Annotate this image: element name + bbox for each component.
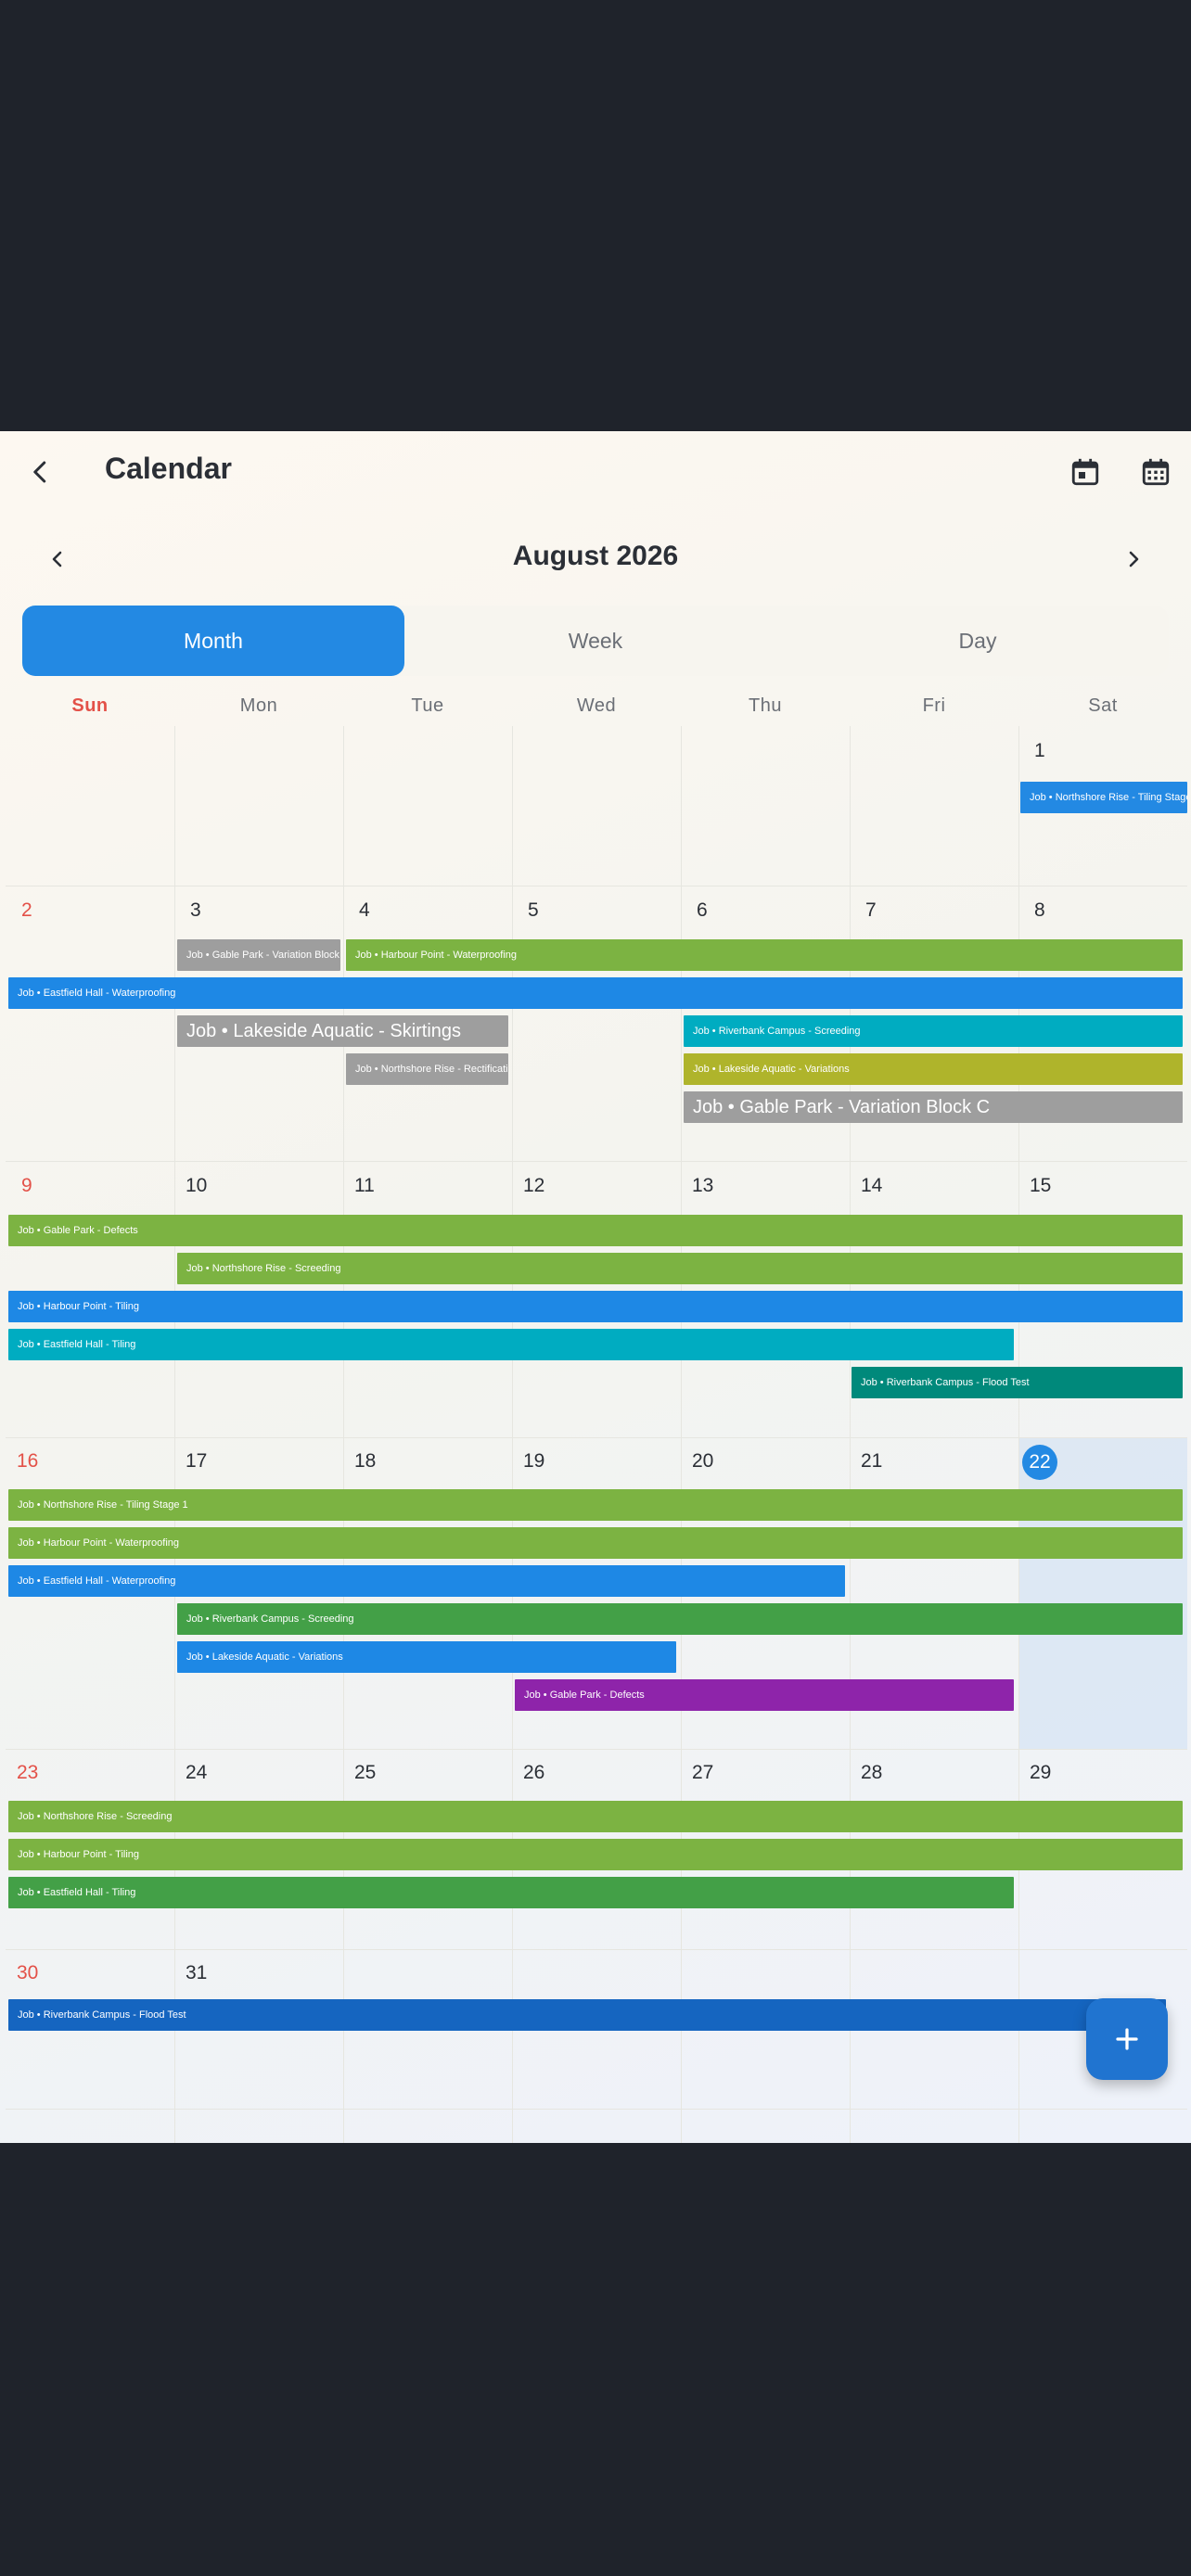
today-cell-highlight <box>1018 1437 1187 1749</box>
grid-line <box>174 726 175 2143</box>
event-bar[interactable]: Job • Eastfield Hall - Waterproofing <box>8 977 1183 1009</box>
page-title: Calendar <box>105 452 232 485</box>
day-number[interactable]: 18 <box>354 1450 377 1472</box>
event-bar[interactable]: Job • Riverbank Campus - Flood Test <box>8 1999 1166 2031</box>
weekday-header: Tue <box>411 695 444 716</box>
day-number[interactable]: 5 <box>528 899 539 921</box>
previous-month-button[interactable] <box>35 537 80 581</box>
grid-line <box>6 1949 1187 1950</box>
day-number[interactable]: 24 <box>186 1762 208 1783</box>
chevron-right-icon <box>1129 551 1139 567</box>
day-number[interactable]: 30 <box>17 1962 39 1983</box>
month-title: August 2026 <box>512 541 679 571</box>
event-bar[interactable]: Job • Gable Park - Variation Block C <box>684 1091 1183 1123</box>
event-bar[interactable]: Job • Lakeside Aquatic - Variations <box>177 1641 676 1673</box>
day-number[interactable]: 29 <box>1030 1762 1052 1783</box>
grid-line <box>6 1749 1187 1750</box>
back-button[interactable] <box>19 450 63 494</box>
grid-line <box>512 726 513 2143</box>
event-bar[interactable]: Job • Harbour Point - Tiling <box>8 1839 1183 1870</box>
day-number[interactable]: 21 <box>861 1450 883 1472</box>
grid-line <box>6 1437 1187 1438</box>
day-number[interactable]: 11 <box>354 1175 375 1196</box>
day-number[interactable]: 12 <box>523 1175 545 1196</box>
tab-day[interactable]: Day <box>958 628 997 653</box>
event-bar[interactable]: Job • Eastfield Hall - Tiling <box>8 1329 1014 1360</box>
today-indicator[interactable]: 22 <box>1022 1445 1057 1480</box>
day-number[interactable]: 4 <box>359 899 370 921</box>
event-bar[interactable]: Job • Riverbank Campus - Screeding <box>684 1015 1183 1047</box>
day-number[interactable]: 19 <box>523 1450 545 1472</box>
grid-line <box>6 2109 1187 2110</box>
day-number[interactable]: 20 <box>692 1450 714 1472</box>
day-number[interactable]: 15 <box>1030 1175 1052 1196</box>
event-bar[interactable]: Job • Northshore Rise - Screeding <box>177 1253 1183 1284</box>
day-number[interactable]: 9 <box>21 1175 32 1196</box>
event-bar[interactable]: Job • Harbour Point - Tiling <box>8 1291 1183 1322</box>
day-number[interactable]: 8 <box>1034 899 1045 921</box>
event-bar[interactable]: Job • Eastfield Hall - Waterproofing <box>8 1565 845 1597</box>
event-bar[interactable]: Job • Northshore Rise - Rectification <box>346 1053 508 1085</box>
day-number[interactable]: 31 <box>186 1962 208 1983</box>
event-bar[interactable]: Job • Riverbank Campus - Screeding <box>177 1603 1183 1635</box>
calendar-screen: Calendar August 2026 Month Week Day Sun … <box>0 431 1191 2143</box>
day-number[interactable]: 27 <box>692 1762 714 1783</box>
event-bar[interactable]: Job • Lakeside Aquatic - Variations <box>684 1053 1183 1085</box>
month-view-button[interactable] <box>1133 450 1178 494</box>
grid-line <box>850 726 851 2143</box>
calendar-month-icon <box>1142 458 1170 486</box>
view-switcher: Month Week Day <box>22 606 1169 676</box>
event-bar[interactable]: Job • Northshore Rise - Tiling Stage 1 <box>8 1489 1183 1521</box>
chevron-left-icon <box>33 461 46 483</box>
day-number[interactable]: 14 <box>861 1175 883 1196</box>
weekday-header: Mon <box>239 695 278 716</box>
event-bar[interactable]: Job • Harbour Point - Waterproofing <box>8 1527 1183 1559</box>
weekday-header: Wed <box>576 695 617 716</box>
event-bar[interactable]: Job • Lakeside Aquatic - Skirtings <box>177 1015 508 1047</box>
day-number[interactable]: 23 <box>17 1762 39 1783</box>
chevron-left-icon <box>52 551 62 567</box>
day-number[interactable]: 26 <box>523 1762 545 1783</box>
grid-line <box>343 726 344 2143</box>
event-bar[interactable]: Job • Gable Park - Defects <box>8 1215 1183 1246</box>
day-number[interactable]: 3 <box>190 899 201 921</box>
day-number[interactable]: 13 <box>692 1175 714 1196</box>
event-bar[interactable]: Job • Harbour Point - Waterproofing <box>346 939 1183 971</box>
day-number[interactable]: 17 <box>186 1450 208 1472</box>
event-bar[interactable]: Job • Eastfield Hall - Tiling <box>8 1877 1014 1908</box>
add-event-button[interactable] <box>1086 1998 1168 2080</box>
event-bar[interactable]: Job • Riverbank Campus - Flood Test <box>852 1367 1183 1398</box>
day-number[interactable]: 2 <box>21 899 32 921</box>
next-month-button[interactable] <box>1111 537 1156 581</box>
weekday-header: Thu <box>749 695 782 716</box>
weekday-header: Sat <box>1088 695 1118 716</box>
day-number[interactable]: 7 <box>865 899 877 921</box>
weekday-header: Sun <box>71 695 109 716</box>
today-button[interactable] <box>1063 450 1108 494</box>
day-number[interactable]: 6 <box>697 899 708 921</box>
calendar-today-icon <box>1071 458 1099 486</box>
grid-line <box>6 1161 1187 1162</box>
tab-week[interactable]: Week <box>568 628 623 653</box>
grid-line <box>1018 726 1019 2143</box>
tab-month[interactable]: Month <box>22 606 404 676</box>
day-number[interactable]: 25 <box>354 1762 377 1783</box>
day-number[interactable]: 1 <box>1034 740 1045 761</box>
day-number[interactable]: 10 <box>186 1175 208 1196</box>
event-bar[interactable]: Job • Northshore Rise - Screeding <box>8 1801 1183 1832</box>
plus-icon <box>1116 2028 1138 2050</box>
day-number[interactable]: 28 <box>861 1762 883 1783</box>
event-bar[interactable]: Job • Northshore Rise - Tiling Stage 1 <box>1020 782 1187 813</box>
event-bar[interactable]: Job • Gable Park - Variation Block C <box>177 939 340 971</box>
grid-line <box>681 726 682 2143</box>
event-bar[interactable]: Job • Gable Park - Defects <box>515 1679 1014 1711</box>
day-number[interactable]: 16 <box>17 1450 39 1472</box>
weekday-header: Fri <box>922 695 946 716</box>
